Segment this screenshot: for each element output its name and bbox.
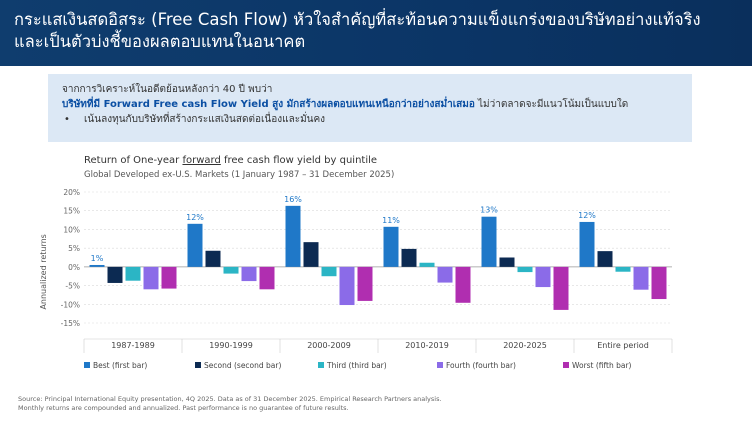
legend-label: Worst (fifth bar): [572, 361, 632, 370]
bar: [321, 266, 337, 277]
legend-swatch: [318, 362, 324, 368]
y-tick-label: 20%: [63, 188, 80, 197]
legend-swatch: [84, 362, 90, 368]
x-category-label: 1987-1989: [111, 341, 155, 350]
bar-data-label: 1%: [91, 254, 104, 263]
y-tick-label: -15%: [61, 319, 80, 328]
bullet-icon: •: [64, 114, 70, 125]
bar: [259, 266, 275, 290]
bar: [597, 251, 613, 267]
page-title-line-1: กระแสเงินสดอิสระ (Free Cash Flow) หัวใจส…: [14, 10, 701, 29]
bar: [517, 266, 533, 273]
bar: [651, 266, 667, 300]
callout-finding-rest: ไม่ว่าตลาดจะมีแนวโน้มเป็นแบบใด: [474, 99, 629, 110]
footnote-line-2: Monthly returns are compounded and annua…: [18, 404, 349, 412]
legend-swatch: [195, 362, 201, 368]
callout-finding: บริษัทที่มี Forward Free cash Flow Yield…: [62, 97, 678, 112]
bar: [205, 250, 221, 267]
bar: [89, 264, 105, 267]
chart-title-pre: Return of One-year: [84, 155, 183, 166]
bar: [437, 266, 453, 283]
legend-label: Third (third bar): [326, 361, 387, 370]
callout-bullet-item: • เน้นลงทุนกับบริษัทที่สร้างกระแสเงินสดต่…: [62, 112, 678, 127]
x-category-label: 2010-2019: [405, 341, 449, 350]
legend-label: Best (first bar): [93, 361, 147, 370]
y-tick-label: -10%: [61, 300, 80, 309]
bar-data-label: 11%: [382, 216, 400, 225]
bar: [535, 266, 551, 288]
legend-label: Second (second bar): [204, 361, 281, 370]
bar: [419, 262, 435, 267]
bar-data-label: 12%: [578, 211, 596, 220]
bar: [303, 242, 319, 267]
y-tick-label: 0%: [68, 263, 80, 272]
bar: [401, 248, 417, 267]
callout-intro: จากการวิเคราะห์ในอดีตย้อนหลังกว่า 40 ปี …: [62, 84, 273, 95]
bar: [107, 266, 123, 283]
bar-data-label: 16%: [284, 195, 302, 204]
bar: [383, 226, 399, 267]
x-category-label: 2020-2025: [503, 341, 547, 350]
bar: [187, 223, 203, 267]
x-category-label: 2000-2009: [307, 341, 351, 350]
page-title-line-2: และเป็นตัวบ่งชี้ของผลตอบแทนในอนาคต: [14, 32, 306, 51]
footnote-line-1: Source: Principal International Equity p…: [18, 395, 442, 403]
key-finding-callout: จากการวิเคราะห์ในอดีตย้อนหลังกว่า 40 ปี …: [48, 74, 692, 142]
bar: [161, 266, 177, 289]
bar: [223, 266, 239, 274]
bar-data-label: 13%: [480, 206, 498, 215]
bar: [143, 266, 159, 290]
bar: [579, 221, 595, 267]
bar: [553, 266, 569, 310]
header-banner: กระแสเงินสดอิสระ (Free Cash Flow) หัวใจส…: [0, 0, 752, 66]
source-footnote: Source: Principal International Equity p…: [18, 395, 442, 413]
callout-highlight: บริษัทที่มี Forward Free cash Flow Yield…: [62, 99, 475, 110]
quintile-bar-chart: -15% -10% -5% 0% 5% 10% 15% 20% Annualized retur…: [39, 188, 673, 370]
x-category-label: Entire period: [597, 341, 649, 350]
bar: [481, 216, 497, 267]
y-tick-label: 10%: [63, 225, 80, 234]
y-tick-label: -5%: [65, 282, 80, 291]
chart-title-post: free cash flow yield by quintile: [220, 155, 378, 166]
bar: [339, 266, 355, 306]
bar: [615, 266, 631, 272]
bar: [455, 266, 471, 303]
chart-title-underlined: forward: [182, 155, 221, 166]
y-axis-label: Annualized returns: [39, 234, 48, 309]
bar: [241, 266, 257, 282]
chart-title: Return of One-year forward free cash flo…: [84, 155, 377, 166]
chart-subtitle: Global Developed ex-U.S. Markets (1 Janu…: [84, 170, 395, 180]
y-tick-label: 15%: [63, 207, 80, 216]
bar: [125, 266, 141, 281]
bar: [633, 266, 649, 290]
bar-data-label: 12%: [186, 213, 204, 222]
bar: [357, 266, 373, 301]
legend-label: Fourth (fourth bar): [446, 361, 516, 370]
callout-bullet-text: เน้นลงทุนกับบริษัทที่สร้างกระแสเงินสดต่อ…: [84, 114, 326, 125]
legend-swatch: [563, 362, 569, 368]
bar: [499, 257, 515, 267]
y-tick-label: 5%: [68, 244, 80, 253]
bar: [285, 205, 301, 267]
x-category-label: 1990-1999: [209, 341, 253, 350]
legend-swatch: [437, 362, 443, 368]
